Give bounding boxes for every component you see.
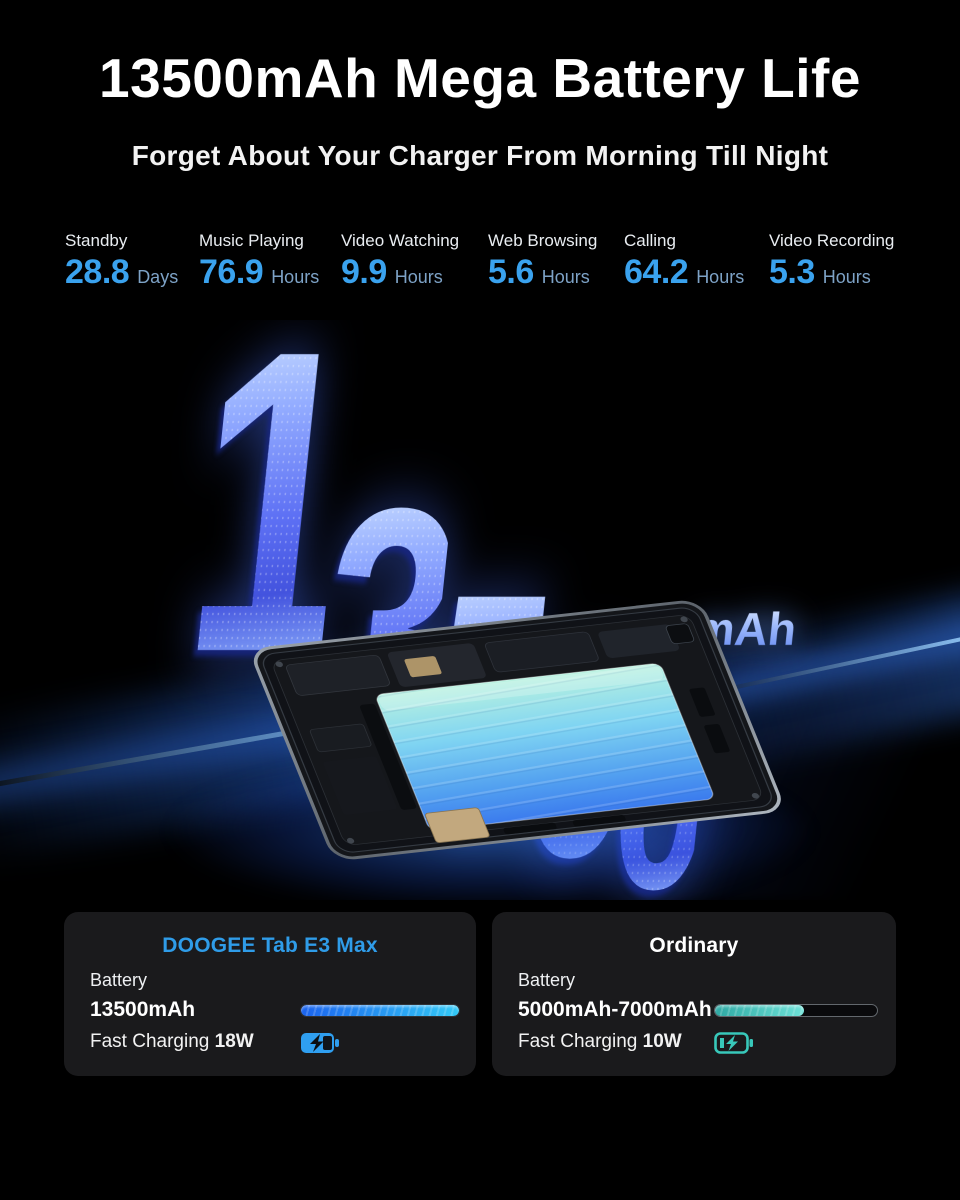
page-subtitle: Forget About Your Charger From Morning T… (131, 140, 829, 171)
stat-label: Video Recording (769, 231, 895, 250)
stat-value: 28.8 (65, 253, 130, 291)
stat-value: 76.9 (199, 253, 264, 291)
stat-unit: Hours (394, 267, 443, 287)
stat-value: 9.9 (341, 253, 387, 291)
stat-label: Calling (624, 231, 676, 250)
stat-value: 5.6 (488, 253, 534, 291)
stat-unit: Hours (271, 267, 320, 287)
battery-label: Battery (90, 970, 148, 990)
stat-video-watching: Video Watching 9.9 Hours (341, 231, 459, 292)
stat-web-browsing: Web Browsing 5.6 Hours (488, 231, 597, 292)
battery-capacity-value: 13500mAh (90, 998, 196, 1021)
stat-value: 5.3 (769, 253, 815, 291)
battery-capacity-bar-fill (715, 1004, 805, 1016)
stat-value: 64.2 (624, 253, 689, 291)
stat-calling: Calling 64.2 Hours (624, 231, 744, 292)
stat-label: Standby (65, 231, 128, 250)
battery-charging-icon-blue (301, 1033, 339, 1053)
battery-label: Battery (518, 970, 576, 990)
stat-video-recording: Video Recording 5.3 Hours (769, 231, 894, 292)
comparison-card-ordinary: Ordinary Battery 5000mAh-7000mAh Fast Ch… (492, 912, 896, 1076)
charging-wattage: 10W (642, 1031, 682, 1052)
stat-standby: Standby 28.8 Days (65, 231, 178, 292)
hero-scene: 13500 mAh (0, 320, 960, 900)
stat-label: Video Watching (341, 231, 460, 250)
charging-wattage: 18W (214, 1031, 254, 1052)
card-title-ordinary: Ordinary (649, 934, 739, 957)
stat-music-playing: Music Playing 76.9 Hours (199, 231, 319, 292)
battery-capacity-bar-doogee (300, 1003, 460, 1017)
page-title: 13500mAh Mega Battery Life (99, 47, 861, 109)
tablet-internals-image (253, 600, 781, 860)
card-title-doogee: DOOGEE Tab E3 Max (162, 934, 378, 957)
battery-stats-row: Standby 28.8 Days Music Playing 76.9 Hou… (0, 231, 960, 291)
battery-capacity-bar-ordinary (714, 1003, 878, 1017)
fast-charging-text: Fast Charging 10W (518, 1031, 682, 1052)
stat-label: Music Playing (199, 231, 304, 250)
battery-capacity-bar-fill (301, 1004, 459, 1016)
stat-unit: Days (137, 267, 179, 287)
battery-capacity-value: 5000mAh-7000mAh (518, 998, 712, 1021)
stat-label: Web Browsing (488, 231, 598, 250)
comparison-card-doogee: DOOGEE Tab E3 Max Battery 13500mAh Fast … (64, 912, 476, 1076)
stat-unit: Hours (696, 267, 745, 287)
stat-unit: Hours (822, 267, 871, 287)
battery-charging-icon-teal (714, 1032, 753, 1054)
stat-unit: Hours (541, 267, 590, 287)
fast-charging-text: Fast Charging 18W (90, 1031, 254, 1052)
